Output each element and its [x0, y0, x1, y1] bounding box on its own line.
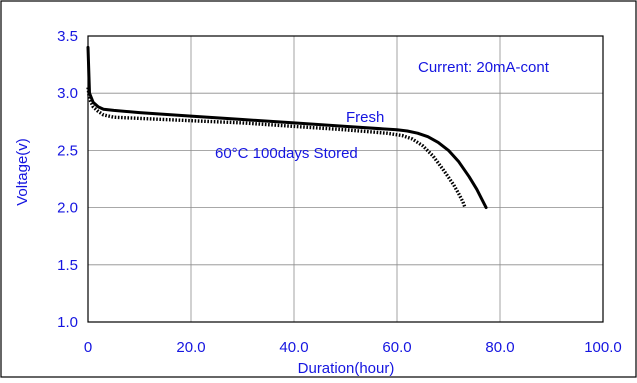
- x-tick-label: 20.0: [176, 339, 205, 356]
- annotation-fresh: Fresh: [346, 109, 384, 126]
- x-tick-label: 80.0: [485, 339, 514, 356]
- y-tick-label: 2.5: [57, 142, 78, 159]
- y-axis-label: Voltage(v): [14, 138, 31, 206]
- plot-area-frame: [87, 35, 604, 323]
- annotation-current: Current: 20mA-cont: [418, 59, 550, 76]
- y-tick-label: 2.0: [57, 200, 78, 217]
- grid: [88, 36, 603, 322]
- series-line-stored: [86, 87, 467, 209]
- x-tick-label: 100.0: [584, 339, 622, 356]
- series-line-fresh: [86, 45, 488, 210]
- y-tick-label: 3.5: [57, 28, 78, 45]
- tick-labels: 0 20.0 40.0 60.0 80.0 100.0 1.0 1.5 2.0 2.5 3.0 3.5: [57, 28, 622, 356]
- series-layer: [86, 45, 488, 210]
- annotation-stored: 60°C 100days Stored: [215, 145, 358, 162]
- y-tick-label: 1.5: [57, 257, 78, 274]
- x-tick-label: 60.0: [382, 339, 411, 356]
- x-tick-label: 0: [84, 339, 92, 356]
- x-axis-label: Duration(hour): [298, 360, 395, 377]
- x-tick-label: 40.0: [279, 339, 308, 356]
- y-tick-label: 1.0: [57, 314, 78, 331]
- y-tick-label: 3.0: [57, 85, 78, 102]
